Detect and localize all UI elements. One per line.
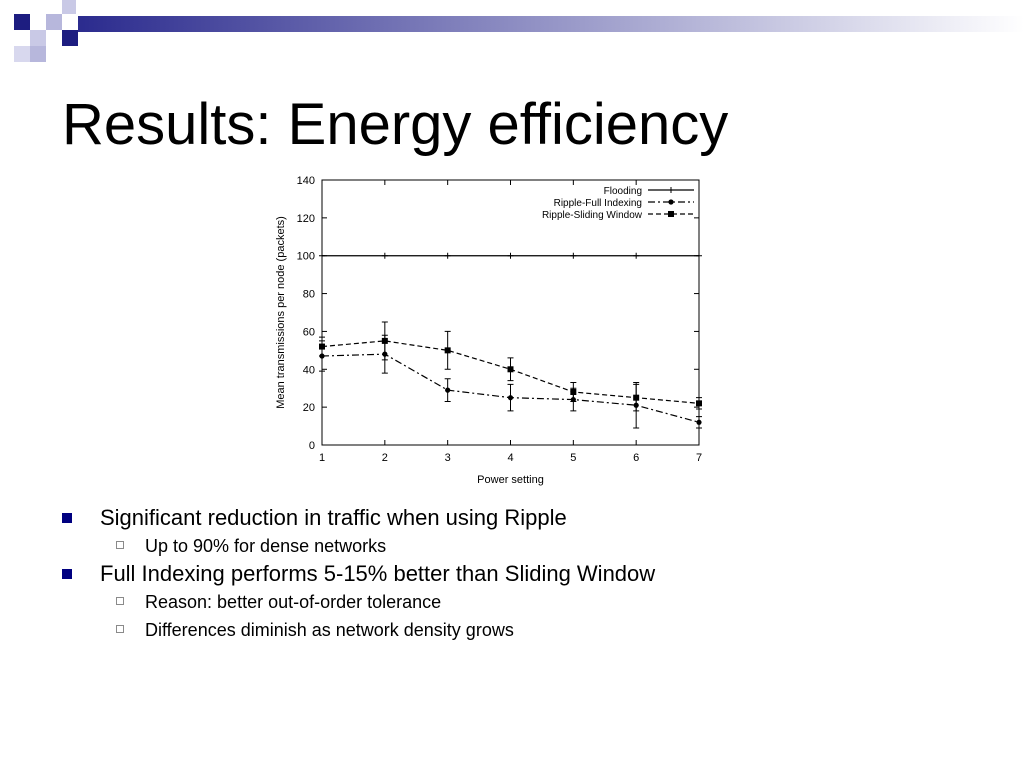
bullet-text: Full Indexing performs 5-15% better than…: [100, 561, 656, 586]
series-ripple-sliding-window: [319, 321, 702, 412]
data-point: [507, 252, 514, 259]
square-bullet-icon: [62, 513, 72, 523]
x-tick-label: 6: [633, 452, 639, 464]
bullet-list: Significant reduction in traffic when us…: [62, 504, 655, 644]
header-gradient-bar: [78, 16, 1024, 32]
slide-title: Results: Energy efficiency: [62, 92, 729, 157]
decorative-square: [46, 14, 62, 30]
data-point: [696, 419, 702, 425]
x-tick-label: 5: [570, 452, 576, 464]
sub-bullet-item: Up to 90% for dense networks: [62, 532, 655, 560]
data-point: [444, 252, 451, 259]
y-tick-label: 60: [303, 326, 315, 338]
data-point: [696, 252, 702, 259]
data-point: [696, 400, 702, 407]
y-tick-label: 40: [303, 364, 315, 376]
data-point: [570, 389, 577, 395]
y-tick-label: 100: [297, 251, 315, 263]
x-tick-label: 4: [507, 452, 513, 464]
x-tick-label: 7: [696, 452, 702, 464]
decorative-square: [30, 30, 46, 46]
x-tick-label: 3: [445, 452, 451, 464]
x-tick-label: 1: [319, 452, 325, 464]
sub-bullet-text: Reason: better out-of-order tolerance: [145, 592, 442, 612]
square-bullet-icon: [62, 569, 72, 579]
bullet-item: Full Indexing performs 5-15% better than…: [62, 560, 655, 588]
x-axis-label: Power setting: [477, 474, 544, 486]
y-tick-label: 0: [309, 440, 315, 452]
hollow-square-bullet-icon: [116, 597, 124, 605]
sub-bullet-item: Differences diminish as network density …: [62, 616, 655, 644]
data-point: [381, 337, 388, 344]
slide-decoration: [14, 0, 1024, 62]
y-tick-label: 140: [297, 175, 315, 187]
data-point: [668, 211, 674, 217]
hollow-square-bullet-icon: [116, 625, 124, 633]
data-point: [319, 343, 325, 350]
legend-label: Ripple-Full Indexing: [554, 198, 642, 209]
sub-bullet-text: Up to 90% for dense networks: [145, 536, 387, 556]
y-tick-label: 80: [303, 289, 315, 301]
decorative-square: [62, 0, 76, 14]
data-point: [633, 394, 640, 401]
data-point: [668, 187, 674, 193]
series-ripple-full-indexing: [319, 334, 702, 429]
legend-label: Ripple-Sliding Window: [542, 210, 643, 221]
data-point: [570, 252, 577, 259]
decorative-square: [14, 14, 30, 30]
data-point: [507, 395, 514, 401]
x-tick-label: 2: [382, 452, 388, 464]
y-tick-label: 20: [303, 402, 315, 414]
decorative-square: [30, 46, 46, 62]
y-axis-label: Mean transmissions per node (packets): [275, 216, 287, 409]
decorative-square: [14, 46, 30, 62]
bullet-item: Significant reduction in traffic when us…: [62, 504, 655, 532]
data-point: [381, 252, 388, 259]
legend-label: Flooding: [604, 186, 642, 197]
data-point: [668, 199, 674, 205]
sub-bullet-item: Reason: better out-of-order tolerance: [62, 588, 655, 616]
line-chart: 0 20 40 60 80 100 120 140 1 2 3 4 5 6 7 Power setting Me…: [275, 175, 702, 486]
y-tick-label: 120: [297, 213, 315, 225]
data-point: [445, 387, 451, 393]
data-point: [444, 347, 451, 354]
bullet-text: Significant reduction in traffic when us…: [100, 505, 567, 530]
data-point: [319, 252, 325, 259]
sub-bullet-text: Differences diminish as network density …: [145, 620, 514, 640]
data-point: [507, 366, 514, 373]
decorative-square: [62, 30, 78, 46]
series-flooding: [319, 252, 702, 259]
hollow-square-bullet-icon: [116, 541, 124, 549]
data-point: [633, 252, 640, 259]
